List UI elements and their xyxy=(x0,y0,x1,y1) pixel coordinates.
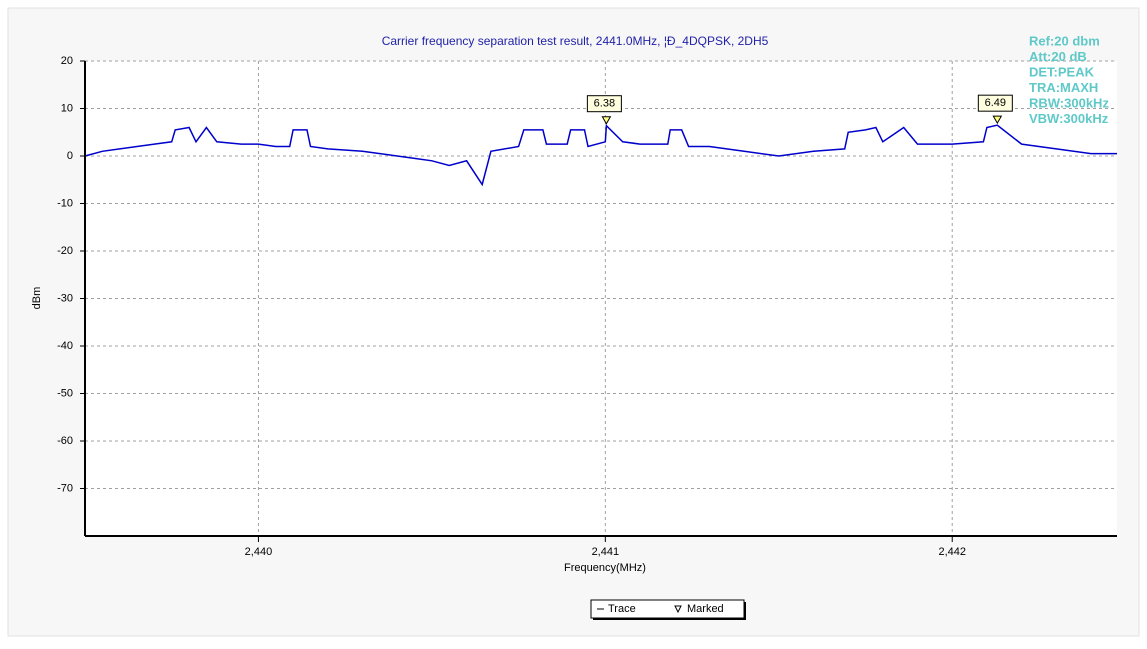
marker-label-box xyxy=(977,94,1013,112)
marker xyxy=(992,115,1003,125)
marker-label-box xyxy=(586,95,622,113)
marker-label: 6.49 xyxy=(985,97,1006,109)
chart-title: Carrier frequency separation test result… xyxy=(382,34,769,48)
x-tick-label: 2,442 xyxy=(938,546,966,558)
x-tick-label: 2,441 xyxy=(592,546,620,558)
info-text: RBW:300kHz xyxy=(1029,95,1109,110)
axes: 20 10 0 -10 -20 -30 -40 -50 -60 -70 2,440 2,441 2,44… xyxy=(57,55,1117,558)
info-text: VBW:300kHz xyxy=(1029,111,1109,126)
y-tick-label: 0 xyxy=(67,150,73,162)
marks: 6.38 6.49 xyxy=(84,94,1117,187)
y-tick-label: -10 xyxy=(57,197,73,209)
y-tick-label: -20 xyxy=(57,245,73,257)
legend-swatch xyxy=(674,605,682,614)
info-text: DET:PEAK xyxy=(1029,64,1095,79)
legend-label: Marked xyxy=(687,603,724,615)
y-axis-label: dBm xyxy=(31,287,43,310)
y-tick-label: -60 xyxy=(57,435,73,447)
legend-label: Trace xyxy=(608,603,636,615)
x-axis-label: Frequency(MHz) xyxy=(564,562,646,574)
y-tick-label: -30 xyxy=(57,292,73,304)
info-text: Att:20 dB xyxy=(1029,49,1087,64)
marker xyxy=(601,116,612,125)
y-tick-label: -50 xyxy=(57,387,73,399)
info-text: TRA:MAXH xyxy=(1029,80,1098,95)
x-tick-label: 2,440 xyxy=(245,546,273,558)
info-text: Ref:20 dbm xyxy=(1029,33,1100,48)
y-tick-label: -40 xyxy=(57,340,73,352)
legend-box xyxy=(590,599,745,619)
y-tick-label: 20 xyxy=(61,55,73,67)
y-tick-label: -70 xyxy=(57,482,73,494)
grid xyxy=(85,60,1117,536)
marker-label: 6.38 xyxy=(594,98,615,110)
trace-line xyxy=(84,124,1117,187)
y-tick-label: 10 xyxy=(61,102,73,114)
